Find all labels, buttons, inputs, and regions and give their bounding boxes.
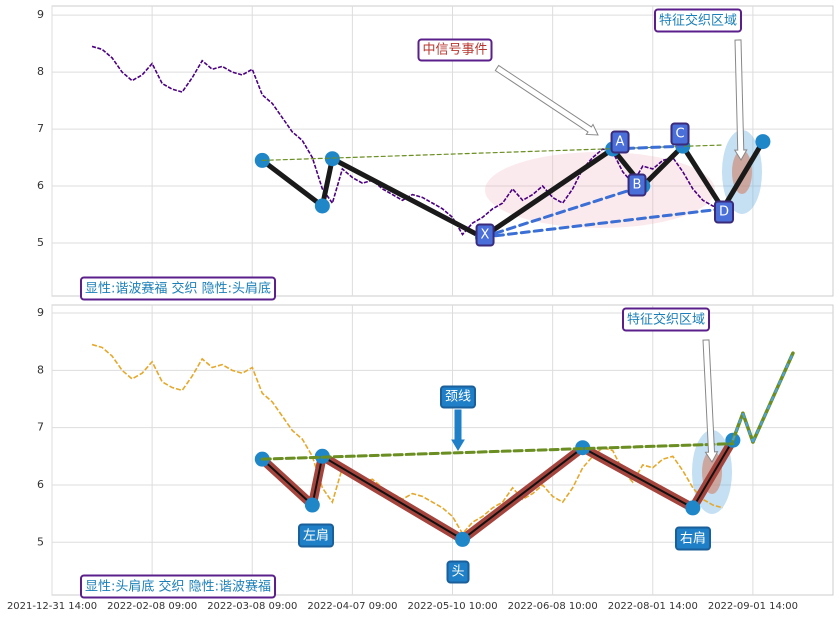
arrow xyxy=(733,39,748,161)
pattern-segment xyxy=(259,157,325,209)
annotation-box xyxy=(653,8,743,33)
pattern-segment-overlay xyxy=(582,446,694,509)
price-line xyxy=(91,343,724,536)
x-tick-label: 2022-05-10 10:00 xyxy=(407,601,497,612)
pattern-segment-overlay xyxy=(461,446,584,541)
y-tick-label: 6 xyxy=(37,179,44,192)
annotation: 特征交织区域 xyxy=(659,13,737,29)
pattern-label: C xyxy=(675,127,684,142)
x-tick-label: 2022-06-08 10:00 xyxy=(508,601,598,612)
pattern-segment xyxy=(680,143,726,212)
y-tick-label: 6 xyxy=(37,478,44,491)
highlight-zone xyxy=(485,152,715,228)
pattern-segment xyxy=(720,139,766,212)
pattern-summary-box xyxy=(79,276,277,301)
pattern-label: D xyxy=(719,205,729,220)
pattern-segment xyxy=(319,156,335,209)
y-tick-label: 8 xyxy=(37,65,44,78)
pattern-label-box xyxy=(627,173,647,197)
pattern-label-box xyxy=(475,223,495,247)
pattern-label-box xyxy=(297,523,335,548)
x-tick-label: 2021-12-31 14:00 xyxy=(7,601,97,612)
pattern-label: B xyxy=(633,178,642,193)
pattern-vertex xyxy=(455,531,471,547)
x-tick-label: 2022-03-08 09:00 xyxy=(207,601,297,612)
pattern-label: 头 xyxy=(451,565,464,580)
x-tick-label: 2022-08-01 14:00 xyxy=(608,601,698,612)
y-tick-label: 5 xyxy=(37,236,44,249)
pattern-vertex xyxy=(314,198,330,214)
pattern-vertex xyxy=(304,497,320,513)
pattern-label-box xyxy=(446,560,470,584)
pattern-segment-overlay xyxy=(731,412,744,441)
pattern-summary: 显性:头肩底 交织 隐性:谐波赛福 xyxy=(85,579,271,595)
pattern-label: 颈线 xyxy=(445,390,471,405)
pattern-segment xyxy=(741,411,755,444)
pattern-vertex xyxy=(324,151,340,167)
x-tick-label: 2022-09-01 14:00 xyxy=(708,601,798,612)
pattern-vertex xyxy=(685,500,701,516)
pattern-label-box xyxy=(670,122,690,146)
pattern-label-box xyxy=(674,526,712,551)
annotation: 中信号事件 xyxy=(422,43,487,58)
pattern-label: 右肩 xyxy=(680,531,706,547)
pattern-segment xyxy=(481,184,645,239)
annotation: 特征交织区域 xyxy=(627,312,705,328)
y-tick-label: 7 xyxy=(37,421,44,434)
pattern-segment-overlay xyxy=(751,352,794,443)
annotation-box xyxy=(417,38,493,62)
pattern-segment-overlay xyxy=(321,455,464,541)
pattern-segment xyxy=(260,442,735,461)
pattern-summary: 显性:谐波赛福 交织 隐性:头肩底 xyxy=(85,281,271,297)
pattern-label-box xyxy=(610,130,630,154)
annotation-box xyxy=(621,307,711,332)
pattern-segment-overlay xyxy=(691,439,734,509)
pattern-segment xyxy=(329,156,486,240)
x-tick-label: 2022-02-08 09:00 xyxy=(107,601,197,612)
pattern-label: X xyxy=(481,228,490,243)
pattern-segment xyxy=(261,144,724,162)
x-tick-label: 2022-04-07 09:00 xyxy=(307,601,397,612)
arrow xyxy=(451,409,465,451)
y-tick-label: 8 xyxy=(37,363,44,376)
pattern-segment xyxy=(481,207,725,239)
arrow xyxy=(702,339,719,463)
pattern-segment-overlay xyxy=(311,456,324,506)
pattern-segment xyxy=(480,146,616,240)
y-tick-label: 9 xyxy=(37,8,44,21)
pattern-summary-box xyxy=(79,574,277,599)
y-tick-label: 5 xyxy=(37,535,44,548)
pattern-segment-overlay xyxy=(261,458,314,506)
pattern-segment xyxy=(640,143,686,189)
pattern-label: A xyxy=(616,135,625,150)
y-tick-label: 9 xyxy=(37,306,44,319)
y-tick-label: 7 xyxy=(37,122,44,135)
pattern-vertex xyxy=(755,134,771,150)
arrow xyxy=(494,64,599,136)
pattern-label: 左肩 xyxy=(303,528,329,544)
pattern-label-box xyxy=(713,200,735,224)
pattern-label-box xyxy=(439,385,477,409)
